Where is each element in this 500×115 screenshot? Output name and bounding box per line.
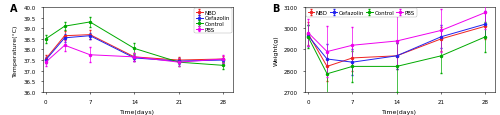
X-axis label: Time(days): Time(days) — [120, 109, 155, 114]
Y-axis label: Temperature(°C): Temperature(°C) — [13, 24, 18, 76]
Text: B: B — [272, 4, 280, 14]
Legend: NBD, Cefazolin, Control, PBS: NBD, Cefazolin, Control, PBS — [194, 9, 232, 34]
Text: A: A — [10, 4, 18, 14]
Legend: NBD, Cefazolin, Control, PBS: NBD, Cefazolin, Control, PBS — [306, 9, 416, 17]
X-axis label: Time(days): Time(days) — [382, 109, 418, 114]
Y-axis label: Weight(g): Weight(g) — [274, 35, 278, 65]
